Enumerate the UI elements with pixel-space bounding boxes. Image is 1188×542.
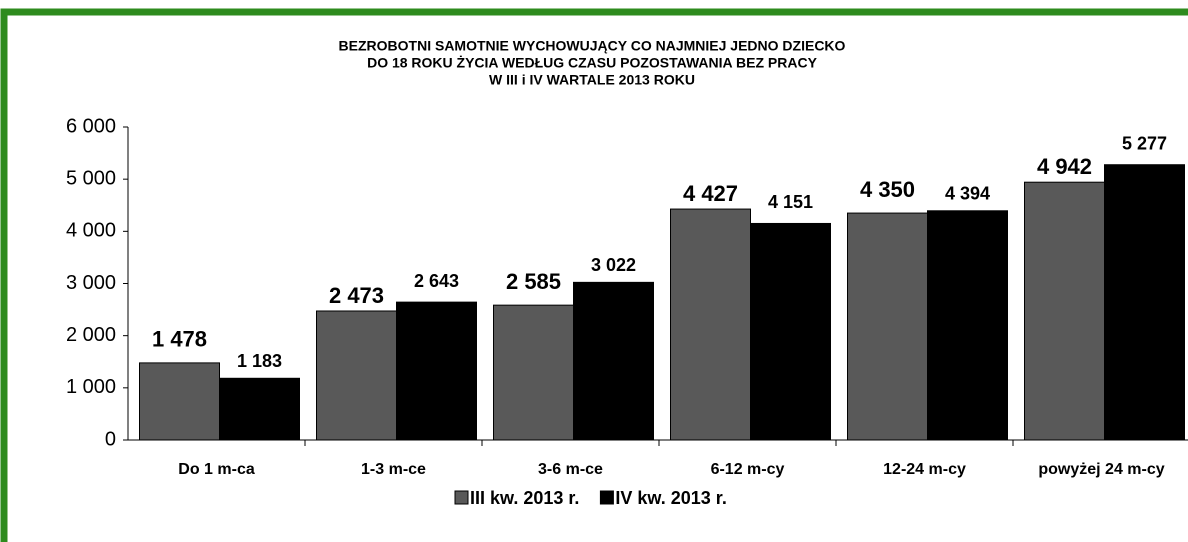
value-label: 1 183 (237, 351, 282, 371)
y-tick-label: 3 000 (66, 272, 116, 294)
value-label: 1 478 (152, 327, 207, 352)
y-tick-label: 5 000 (66, 167, 116, 189)
y-tick-label: 1 000 (66, 376, 116, 398)
x-tick-label: Do 1 m-ca (178, 461, 255, 478)
x-tick-label: 6-12 m-cy (711, 461, 785, 478)
y-tick-label: 2 000 (66, 324, 116, 346)
bar (750, 222, 831, 441)
value-label: 2 473 (329, 283, 384, 308)
value-label: 4 151 (768, 192, 813, 212)
x-tick-label: powyżej 24 m-cy (1038, 461, 1164, 478)
value-label: 4 427 (683, 181, 738, 206)
x-tick-label: 12-24 m-cy (883, 461, 966, 478)
x-tick-label: 1-3 m-ce (361, 461, 426, 478)
value-label: 4 350 (860, 177, 915, 202)
y-tick-label: 0 (105, 428, 116, 450)
value-label: 2 585 (506, 269, 561, 294)
bar (927, 210, 1008, 441)
legend-swatch (454, 490, 469, 505)
bar (219, 377, 300, 441)
chart-title: W III i IV WARTALE 2013 ROKU (489, 72, 695, 88)
bar (1104, 164, 1185, 441)
bar (670, 208, 751, 441)
y-tick-label: 4 000 (66, 220, 116, 242)
x-tick-label: 3-6 m-ce (538, 461, 603, 478)
legend-swatch (599, 490, 614, 505)
bar (316, 310, 397, 441)
bar (139, 362, 220, 441)
legend-label: III kw. 2013 r. (470, 488, 579, 508)
bar (493, 304, 574, 441)
bar (1024, 181, 1105, 441)
bar (573, 281, 654, 441)
value-label: 5 277 (1122, 133, 1167, 153)
value-label: 4 942 (1037, 154, 1092, 179)
value-label: 3 022 (591, 255, 636, 275)
chart-title: DO 18 ROKU ŻYCIA WEDŁUG CZASU POZOSTAWAN… (367, 55, 817, 71)
bar (847, 212, 928, 441)
bar (396, 301, 477, 441)
y-tick-label: 6 000 (66, 115, 116, 137)
chart-title: BEZROBOTNI SAMOTNIE WYCHOWUJĄCY CO NAJMN… (339, 38, 846, 54)
value-label: 2 643 (414, 271, 459, 291)
value-label: 4 394 (945, 184, 990, 204)
legend-label: IV kw. 2013 r. (615, 488, 726, 508)
